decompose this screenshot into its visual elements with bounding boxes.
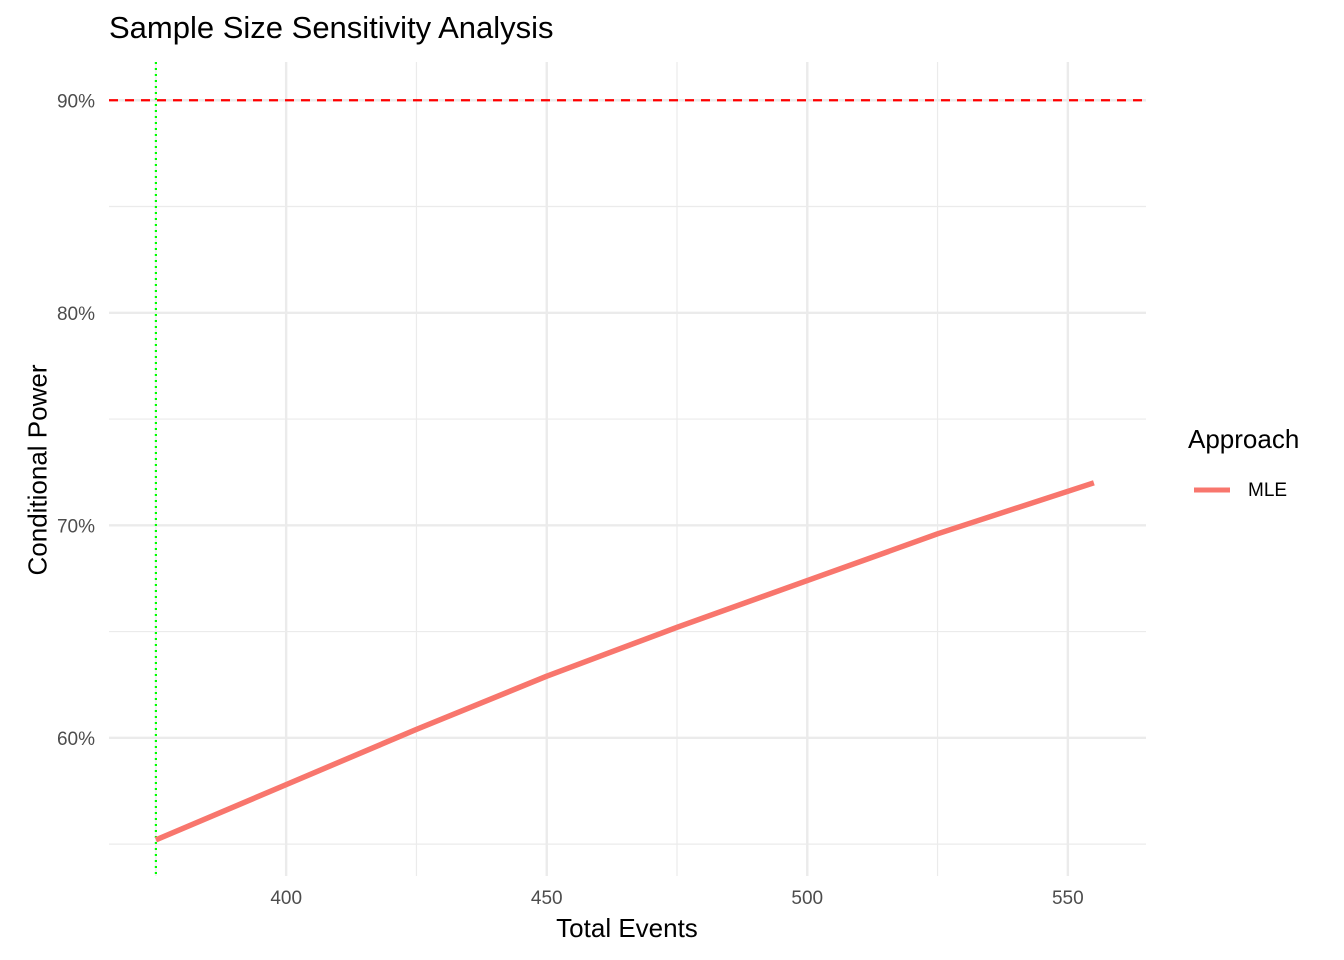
legend-key-mle xyxy=(1194,487,1230,493)
x-axis-label: Total Events xyxy=(556,913,698,943)
y-tick-label: 60% xyxy=(57,729,95,750)
legend-title: Approach xyxy=(1188,424,1300,454)
x-tick-label: 500 xyxy=(791,888,823,909)
series-line-mle xyxy=(154,480,1095,843)
x-tick-label: 450 xyxy=(531,888,563,909)
y-axis-label: Conditional Power xyxy=(22,364,53,576)
minor-gridlines xyxy=(109,62,1146,876)
major-gridlines xyxy=(109,62,1146,876)
x-tick-labels: 400 450 500 550 xyxy=(270,888,1083,909)
x-tick-label: 550 xyxy=(1052,888,1084,909)
x-tick-label: 400 xyxy=(270,888,302,909)
reference-lines xyxy=(109,62,1146,876)
series-layer xyxy=(154,480,1095,843)
y-tick-label: 80% xyxy=(57,304,95,325)
y-tick-label: 70% xyxy=(57,516,95,537)
chart-title: Sample Size Sensitivity Analysis xyxy=(109,10,554,45)
y-tick-label: 90% xyxy=(57,91,95,112)
y-tick-labels: 60% 70% 80% 90% xyxy=(57,91,95,750)
legend-label-mle: MLE xyxy=(1248,480,1288,501)
